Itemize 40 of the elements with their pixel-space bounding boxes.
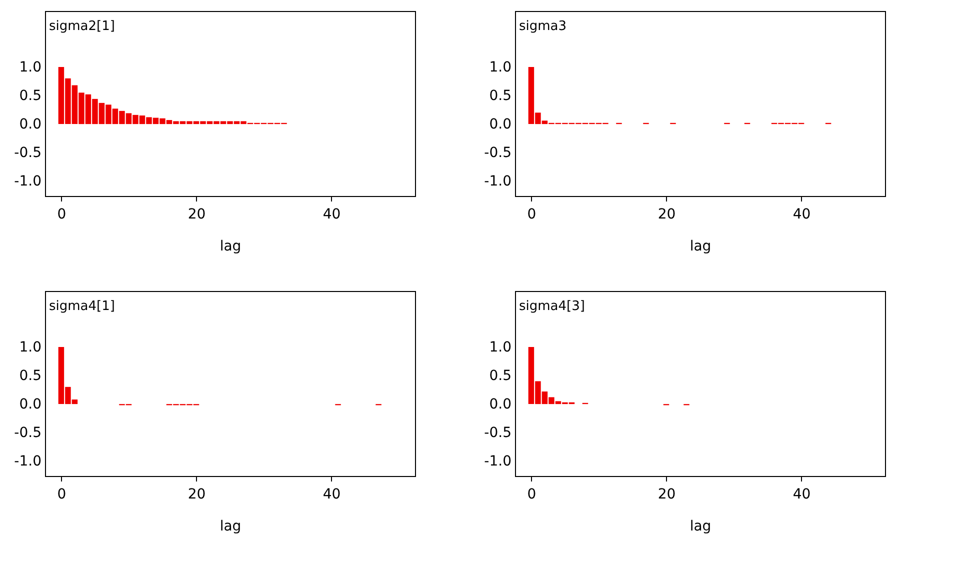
x-tick-label: 0	[57, 206, 66, 222]
x-tick-label: 0	[527, 206, 536, 222]
x-tick-label: 40	[792, 486, 811, 502]
x-axis-title: lag	[690, 238, 712, 254]
x-axis-title: lag	[220, 238, 242, 254]
y-tick-label: 0.0	[489, 396, 512, 413]
x-tick-label: 20	[658, 486, 676, 502]
x-tick-label: 0	[527, 486, 536, 502]
y-tick-label: -0.5	[14, 425, 42, 442]
y-tick-label: 0.5	[19, 368, 42, 384]
y-tick-label: 1.0	[19, 339, 42, 356]
y-tick-label: 1.0	[19, 59, 42, 76]
x-tick-label: 20	[188, 486, 206, 502]
y-tick-label: -1.0	[484, 454, 512, 470]
text: sigma4[3]	[519, 299, 585, 314]
y-tick-label: 1.0	[489, 339, 512, 356]
y-tick-label: 0.0	[19, 116, 42, 133]
y-tick-label: 0.5	[489, 88, 512, 104]
y-tick-label: 1.0	[489, 59, 512, 76]
x-tick-label: 40	[322, 486, 341, 502]
x-tick-label: 20	[188, 206, 206, 222]
x-tick-label: 40	[792, 206, 811, 222]
y-tick-label: -0.5	[14, 145, 42, 162]
y-tick-label: -1.0	[14, 454, 42, 470]
text: sigma4[1]	[49, 299, 115, 314]
x-tick-label: 40	[322, 206, 341, 222]
y-tick-label: 0.5	[19, 88, 42, 104]
y-tick-label: -0.5	[484, 425, 512, 442]
text: sigma3	[519, 19, 567, 34]
text: sigma2[1]	[49, 19, 115, 34]
x-tick-label: 0	[57, 486, 66, 502]
y-tick-label: 0.5	[489, 368, 512, 384]
y-tick-label: -1.0	[14, 174, 42, 190]
x-tick-label: 20	[658, 206, 676, 222]
y-tick-label: 0.0	[489, 116, 512, 133]
y-tick-label: -0.5	[484, 145, 512, 162]
x-axis-title: lag	[690, 518, 712, 534]
y-tick-label: 0.0	[19, 396, 42, 413]
x-axis-title: lag	[220, 518, 242, 534]
y-tick-label: -1.0	[484, 174, 512, 190]
